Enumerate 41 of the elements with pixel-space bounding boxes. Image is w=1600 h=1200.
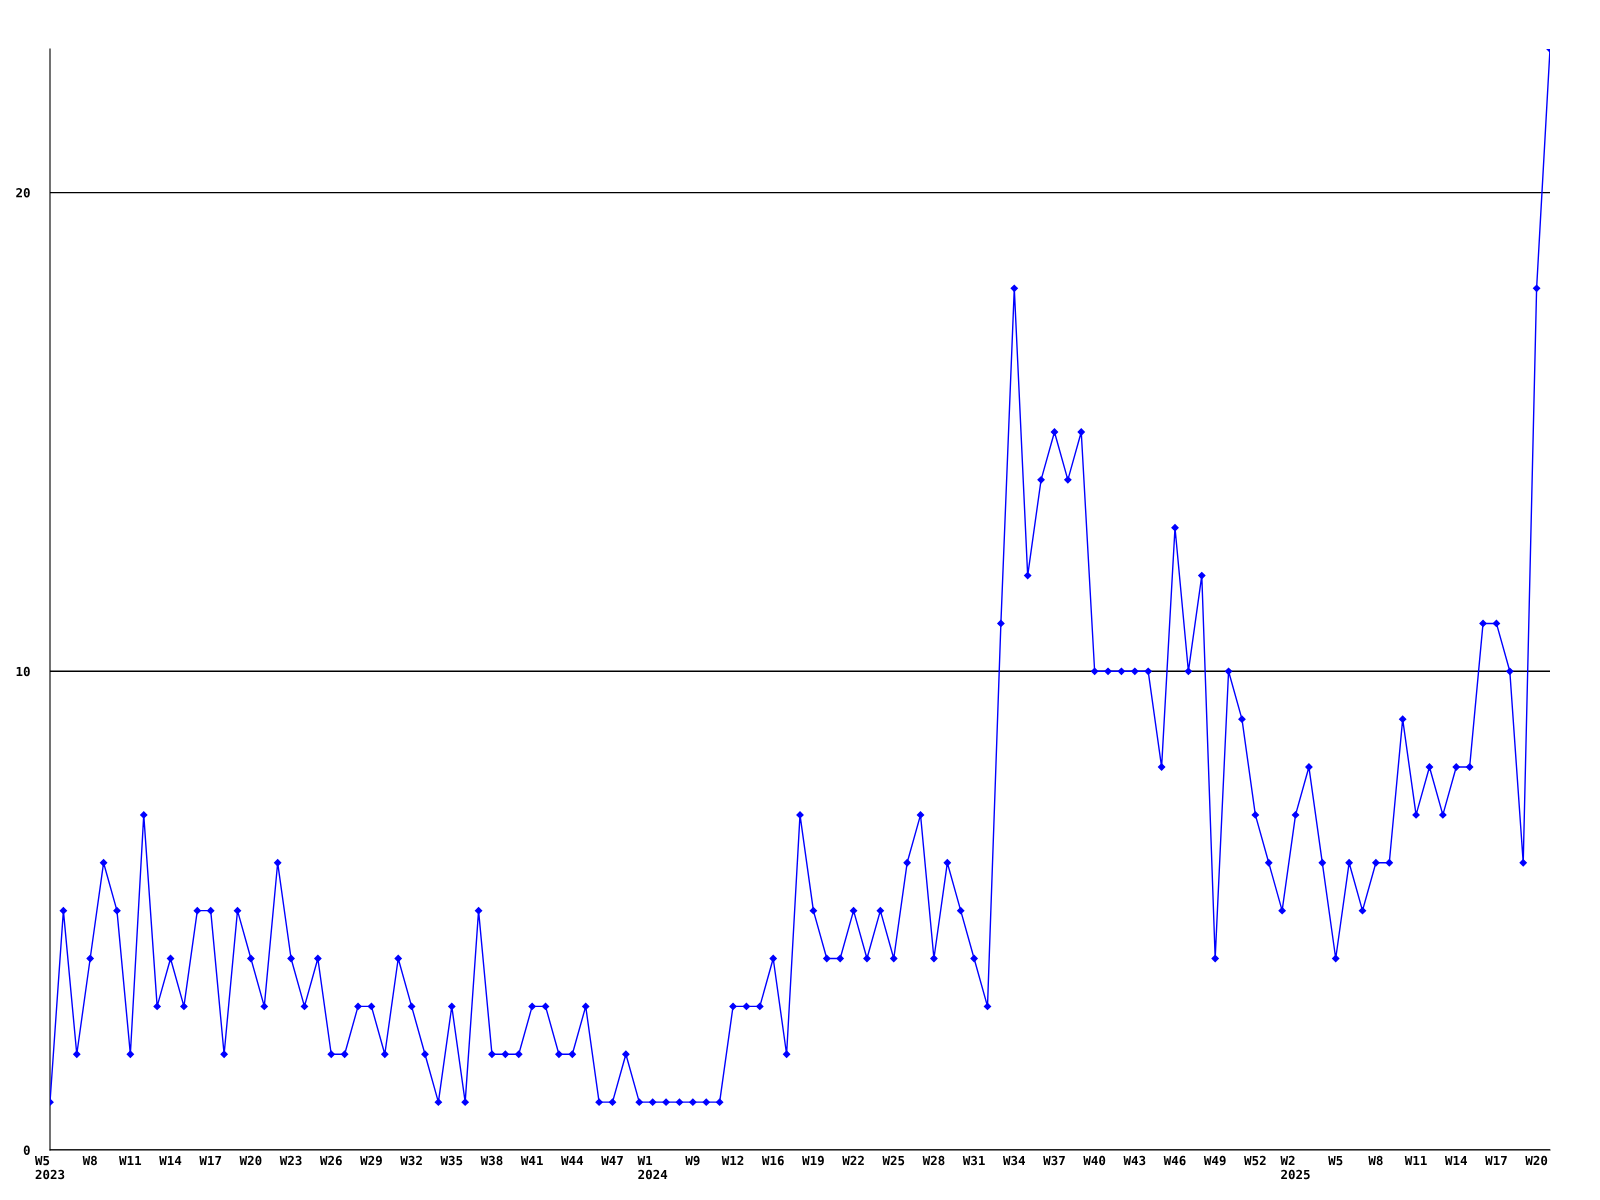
x-tick-label: W23 [279, 1155, 302, 1166]
x-tick-label: W11 [119, 1155, 142, 1166]
x-tick-label: W20 [1525, 1155, 1548, 1166]
x-tick-label: W11 [1404, 1155, 1427, 1166]
x-tick-label: W16 [761, 1155, 784, 1166]
x-tick-label: W12 [721, 1155, 744, 1166]
x-tick-label: W40 [1083, 1155, 1106, 1166]
x-tick-label: W20 [239, 1155, 262, 1166]
x-tick-label: W25 [882, 1155, 905, 1166]
x-tick-label: W14 [159, 1155, 182, 1166]
x-tick-label: W44 [561, 1155, 584, 1166]
x-tick-label: W52 [1244, 1155, 1266, 1166]
x-tick-label: W32 [400, 1155, 422, 1166]
x-tick-label: W1 2024 [637, 1155, 668, 1180]
x-tick-label: W9 [685, 1155, 700, 1166]
x-tick-label: W22 [842, 1155, 864, 1166]
x-tick-label: W5 2023 [34, 1155, 65, 1180]
x-tick-label: W29 [360, 1155, 382, 1166]
x-tick-label: W37 [1043, 1155, 1065, 1166]
x-tick-label: W34 [1003, 1155, 1026, 1166]
x-tick-label: W17 [199, 1155, 222, 1166]
x-tick-label: W41 [520, 1155, 543, 1166]
x-tick-label: W38 [480, 1155, 503, 1166]
y-tick-label: 10 [16, 666, 30, 677]
y-tick-label: 20 [16, 188, 30, 198]
x-tick-label: W28 [922, 1155, 945, 1166]
x-tick-label: W8 [1368, 1155, 1383, 1166]
x-tick-label: W35 [440, 1155, 463, 1166]
x-tick-label: W2 2025 [1280, 1155, 1310, 1180]
x-tick-label: W5 [1328, 1155, 1343, 1166]
x-tick-label: W17 [1485, 1155, 1507, 1166]
y-tick-label: 0 [23, 1145, 30, 1155]
x-tick-label: W47 [601, 1155, 623, 1166]
x-tick-label: W46 [1163, 1155, 1186, 1166]
x-tick-label: W49 [1203, 1155, 1226, 1166]
x-tick-label: W31 [962, 1155, 985, 1166]
x-tick-label: W43 [1123, 1155, 1146, 1166]
x-tick-label: W19 [802, 1155, 824, 1166]
x-tick-label: W26 [319, 1155, 342, 1166]
x-tick-label: W14 [1444, 1155, 1467, 1166]
x-tick-label: W8 [82, 1155, 97, 1166]
